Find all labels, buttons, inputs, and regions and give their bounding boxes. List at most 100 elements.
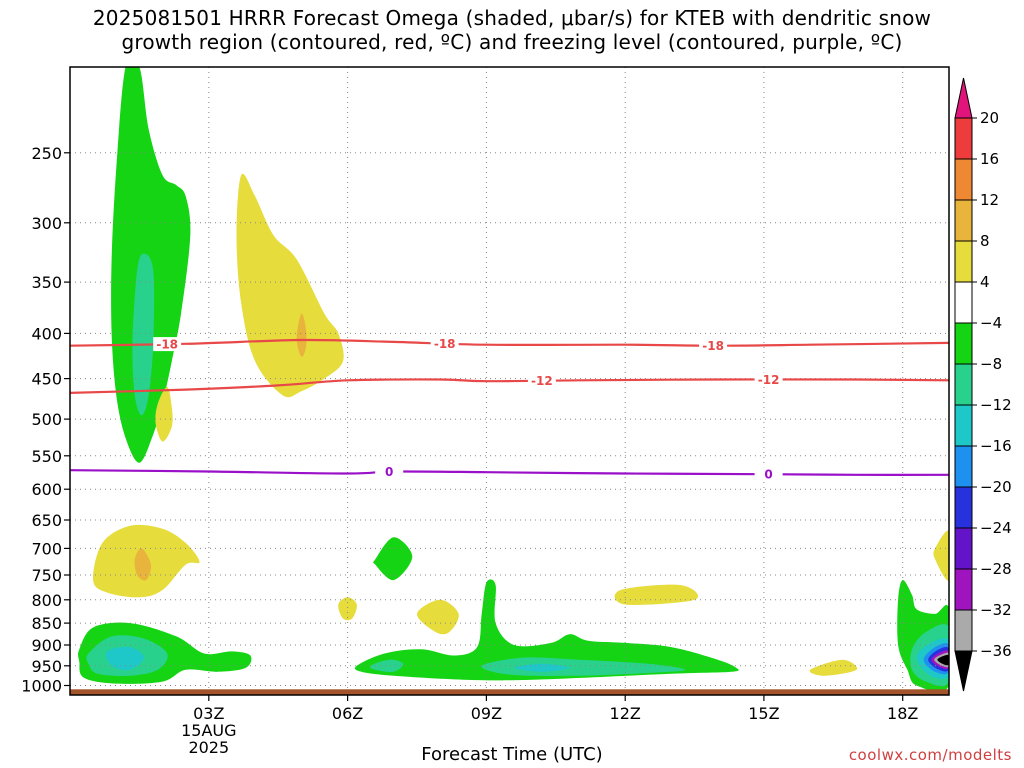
x-tick-label-15Z: 15Z (748, 704, 779, 723)
y-tick-label-850: 850 (31, 614, 62, 633)
isotherm-label-bg (375, 464, 404, 479)
x-tick-label-12Z: 12Z (610, 704, 641, 723)
x-tick-label-03Z: 03Z (193, 704, 224, 723)
omega-region-2 (132, 253, 155, 416)
chart-title-line-2: growth region (contoured, red, ºC) and f… (121, 30, 903, 54)
isotherm-label-bg (699, 338, 728, 353)
omega-region-16 (105, 646, 144, 671)
y-tick-label-950: 950 (31, 657, 62, 676)
colorbar-tick-label: 8 (980, 232, 990, 250)
colorbar-tick-label: 12 (980, 191, 999, 209)
colorbar-tick-label: −8 (980, 355, 1002, 373)
colorbar-bin-9 (954, 445, 973, 488)
omega-region-5 (155, 387, 173, 442)
x-tick-label-09Z: 09Z (471, 704, 502, 723)
y-tick-label-450: 450 (31, 370, 62, 389)
colorbar-tick-label: −20 (980, 478, 1012, 496)
colorbar-tick-label: −36 (980, 642, 1012, 660)
colorbar-bin-6 (954, 322, 973, 365)
colorbar-bottom-arrow (954, 650, 973, 692)
colorbar-bin-8 (954, 404, 973, 447)
isotherm--12C-line (70, 378, 949, 394)
y-tick-label-400: 400 (31, 324, 62, 343)
y-tick-label-700: 700 (31, 539, 62, 558)
x-tick-label-18Z: 18Z (887, 704, 918, 723)
omega-region-10 (416, 599, 459, 635)
colorbar-bin-12 (954, 568, 973, 611)
isotherm-label--12C: -12 (531, 374, 553, 388)
isotherm-contours: -18 -18 -18 -12 -12 0 0 (70, 336, 949, 482)
colorbar-bin-13 (954, 609, 973, 652)
y-tick-label-300: 300 (31, 214, 62, 233)
x-date-label-1: 15AUG (181, 721, 236, 740)
isotherm-label-bg (754, 467, 783, 482)
colorbar-top-arrow (954, 77, 973, 119)
isotherm-label--18C: -18 (702, 339, 724, 353)
isotherm-label--18C: -18 (434, 337, 456, 351)
site-credit: coolwx.com/modelts (848, 746, 1012, 764)
isotherm-0C-line (70, 469, 949, 476)
colorbar-tick-label: −16 (980, 437, 1012, 455)
omega-region-13 (933, 530, 949, 581)
isotherm-label-bg (153, 337, 182, 352)
colorbar-tick-label: −4 (980, 314, 1002, 332)
omega-region-19 (481, 657, 686, 676)
y-axis-pressure: 250 300 350 400 450 500 550 600 650 700 750 800 850 9… (21, 144, 70, 696)
omega-region-17 (354, 579, 739, 681)
isotherm-label-0C: 0 (764, 468, 772, 482)
y-tick-label-800: 800 (31, 591, 62, 610)
y-tick-label-550: 550 (31, 447, 62, 466)
isotherm-label-bg (527, 373, 556, 388)
colorbar-tick-label: 20 (980, 109, 999, 127)
omega-region-9 (338, 597, 357, 621)
y-tick-label-750: 750 (31, 566, 62, 585)
y-tick-label-500: 500 (31, 410, 62, 429)
chart-title-line-1: 2025081501 HRRR Forecast Omega (shaded, … (92, 6, 932, 30)
isotherm-label--18C: -18 (156, 338, 178, 352)
x-date-label-2: 2025 (188, 738, 229, 757)
x-tick-label-06Z: 06Z (332, 704, 363, 723)
colorbar-tick-label: −24 (980, 519, 1012, 537)
omega-region-12 (809, 659, 858, 676)
colorbar-bin-11 (954, 527, 973, 570)
ground-terrain (70, 689, 949, 695)
colorbar-tick-label: 16 (980, 150, 999, 168)
colorbar-tick-label: −32 (980, 601, 1012, 619)
omega-region-4 (296, 313, 307, 357)
chart-title: 2025081501 HRRR Forecast Omega (shaded, … (0, 6, 1024, 54)
isotherm-label-0C: 0 (385, 465, 393, 479)
omega-region-7 (134, 548, 152, 581)
omega-region-1 (111, 67, 191, 463)
isotherm-label-bg (430, 336, 459, 351)
colorbar-tick-label: −12 (980, 396, 1012, 414)
omega-region-3 (236, 173, 344, 398)
plot-frame (69, 66, 950, 696)
omega-shading (78, 67, 949, 692)
y-tick-label-1000: 1000 (21, 677, 62, 696)
omega-region-18 (369, 659, 404, 673)
terrain-fill (70, 689, 949, 695)
y-tick-label-900: 900 (31, 636, 62, 655)
colorbar-bin-7 (954, 363, 973, 406)
colorbar-bin-3 (954, 199, 973, 242)
colorbar-bin-4 (954, 240, 973, 283)
colorbar-tick-label: −28 (980, 560, 1012, 578)
colorbar-bin-1 (954, 117, 973, 160)
y-tick-label-350: 350 (31, 273, 62, 292)
colorbar-bin-5 (954, 281, 973, 324)
isotherm--18C-line (70, 338, 949, 347)
colorbar-tick-label: 4 (980, 273, 990, 291)
y-tick-label-600: 600 (31, 480, 62, 499)
omega-region-8 (373, 537, 413, 581)
omega-region-28 (937, 654, 949, 666)
isotherm-label--12C: -12 (758, 373, 780, 387)
isotherm-label-bg (754, 372, 783, 387)
y-tick-label-650: 650 (31, 511, 62, 530)
colorbar-bin-10 (954, 486, 973, 529)
omega-colorbar: 20 16 12 8 4 −4 −8 −12 −16 −20 −24 −28 −32 −36 (954, 77, 1012, 692)
omega-region-11 (614, 584, 699, 605)
x-axis-label: Forecast Time (UTC) (421, 744, 603, 765)
y-tick-label-250: 250 (31, 144, 62, 163)
